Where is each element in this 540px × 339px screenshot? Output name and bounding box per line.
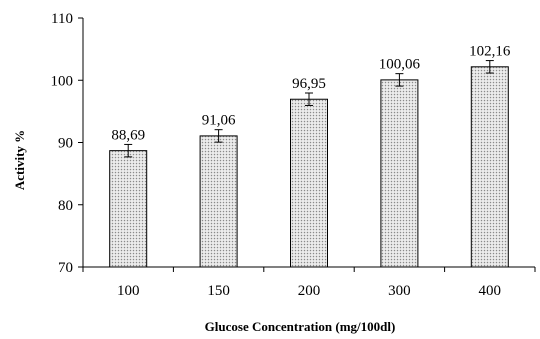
x-tick-label: 150 <box>207 283 230 299</box>
x-tick-label: 400 <box>479 283 502 299</box>
x-tick-label: 200 <box>298 283 321 299</box>
y-tick-label: 70 <box>58 260 73 276</box>
bar <box>199 135 238 268</box>
y-tick-label: 110 <box>51 11 73 27</box>
y-axis-title: Activity % <box>12 130 27 190</box>
data-label: 91,06 <box>202 113 236 129</box>
x-tick-label: 300 <box>388 283 411 299</box>
bar <box>290 98 328 268</box>
data-label: 96,95 <box>292 76 326 92</box>
x-tick-label: 100 <box>117 283 140 299</box>
bar <box>380 79 419 268</box>
plot-area: 70 80 90 100 110 88,69 100 91,06 150 96,95 200 100,… <box>51 11 536 299</box>
data-label: 88,69 <box>111 127 145 143</box>
data-label: 102,16 <box>469 44 511 60</box>
bar <box>109 150 148 268</box>
x-axis-title: Glucose Concentration (mg/100dl) <box>205 319 396 334</box>
data-label: 100,06 <box>379 57 421 73</box>
y-tick-label: 80 <box>58 198 73 214</box>
y-tick-label: 100 <box>51 73 74 89</box>
y-tick-label: 90 <box>58 136 73 152</box>
bar <box>470 66 509 268</box>
